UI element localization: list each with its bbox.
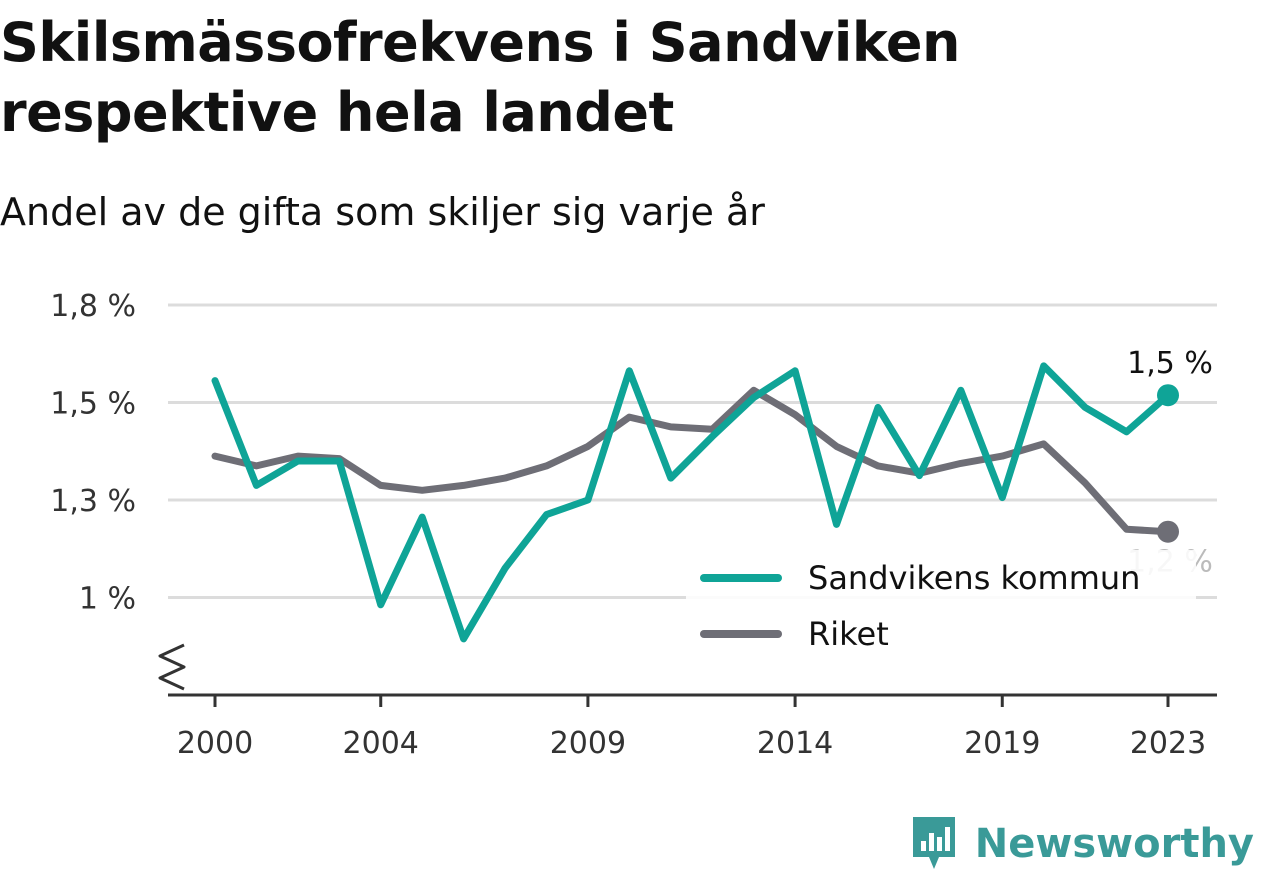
labels-layer: 1,2 %1,5 % [1127, 346, 1213, 580]
legend-swatch-riket [700, 630, 782, 638]
y-tick-label: 1,8 % [50, 289, 136, 324]
y-tick-label: 1,5 % [50, 387, 136, 422]
y-tick-label: 1,3 % [50, 484, 136, 519]
end-label-sandviken: 1,5 % [1127, 346, 1213, 381]
x-tick-label: 2000 [177, 726, 253, 761]
legend-swatch-sandviken [700, 574, 782, 582]
legend-item-sandviken: Sandvikens kommun [700, 556, 1140, 600]
brand-name: Newsworthy [974, 821, 1254, 867]
x-tick-label: 2023 [1130, 726, 1206, 761]
chart-legend: Sandvikens kommun Riket [686, 550, 1196, 670]
x-tick-label: 2019 [964, 726, 1040, 761]
x-tick-label: 2009 [550, 726, 626, 761]
series-layer [211, 362, 1179, 643]
legend-label-riket: Riket [808, 615, 889, 653]
series-line-riket [211, 386, 1172, 536]
x-tick-label: 2014 [757, 726, 833, 761]
series-line-sandviken [211, 362, 1172, 643]
end-point-riket [1157, 520, 1179, 543]
end-point-sandviken [1157, 384, 1179, 407]
y-tick-label: 1 % [79, 582, 136, 617]
brand: Newsworthy [909, 815, 1254, 873]
axes: 1 % 1,3 % 1,5 % 1,8 % 2000 2004 2009 2014 2019 20… [50, 289, 1217, 761]
legend-label-sandviken: Sandvikens kommun [808, 559, 1141, 597]
x-tick-label: 2004 [343, 726, 419, 761]
legend-item-riket: Riket [700, 612, 889, 656]
axis-break-icon [158, 643, 186, 691]
newsworthy-logo-icon [912, 817, 955, 869]
page-title: Skilsmässofrekvens i Sandviken respektiv… [0, 11, 960, 144]
chart-subtitle: Andel av de gifta som skiljer sig varje … [0, 190, 765, 234]
